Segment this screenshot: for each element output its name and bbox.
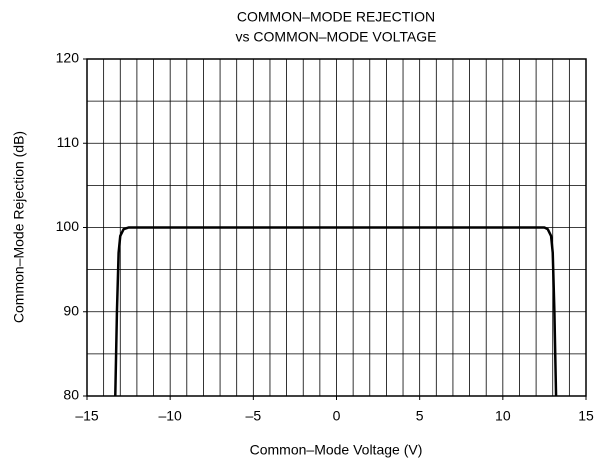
y-tick-label: 120 — [56, 50, 80, 66]
x-tick-label: –10 — [158, 408, 182, 424]
x-tick-label: 15 — [578, 408, 594, 424]
y-tick-label: 80 — [63, 387, 79, 403]
x-tick-label: –5 — [246, 408, 262, 424]
x-tick-label: –15 — [75, 408, 99, 424]
plot-frame — [86, 58, 587, 397]
x-axis-label: Common–Mode Voltage (V) — [250, 442, 423, 458]
x-tick-label: 5 — [416, 408, 424, 424]
chart-subtitle: vs COMMON–MODE VOLTAGE — [236, 29, 437, 45]
y-tick-label: 110 — [57, 134, 80, 150]
line-series — [114, 226, 558, 397]
y-axis-label: Common–Mode Rejection (dB) — [11, 131, 27, 323]
y-tick-label: 90 — [63, 302, 79, 318]
chart-title: COMMON–MODE REJECTION — [237, 9, 435, 25]
y-tick-label: 100 — [56, 218, 80, 234]
x-tick-label: 0 — [333, 408, 341, 424]
x-tick-label: 10 — [495, 408, 511, 424]
